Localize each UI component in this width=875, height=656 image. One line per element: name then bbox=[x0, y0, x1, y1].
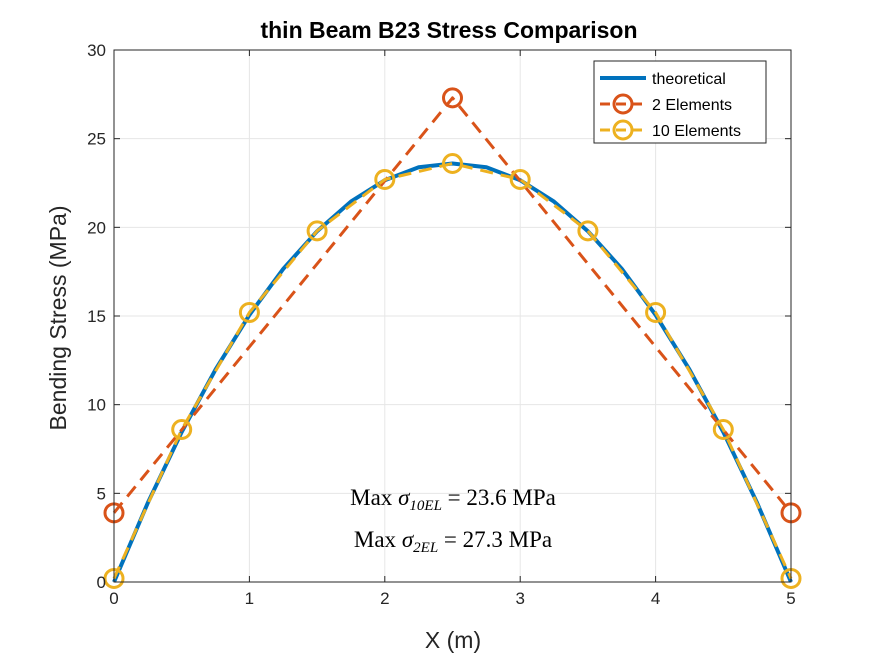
data-point-10-elements bbox=[374, 168, 396, 190]
data-point-10-elements bbox=[509, 168, 531, 190]
annotation-max-10el: Max σ10EL = 23.6 MPa bbox=[350, 485, 556, 514]
y-tick-label: 5 bbox=[97, 484, 106, 503]
x-tick-label: 2 bbox=[380, 589, 389, 608]
data-point-10-elements bbox=[171, 418, 193, 440]
data-point-10-elements bbox=[306, 220, 328, 242]
x-tick-label: 5 bbox=[786, 589, 795, 608]
x-tick-label: 0 bbox=[109, 589, 118, 608]
data-point-2-elements bbox=[442, 87, 463, 109]
legend-label-2-elements: 2 Elements bbox=[652, 97, 732, 114]
y-tick-label: 30 bbox=[87, 41, 106, 60]
annotation-max-2el: Max σ2EL = 27.3 MPa bbox=[354, 527, 552, 556]
y-tick-label: 25 bbox=[87, 130, 106, 149]
data-point-10-elements bbox=[238, 301, 260, 323]
y-tick-label: 15 bbox=[87, 307, 106, 326]
ticks: 0 1 2 3 4 5 0 5 10 15 20 25 30 bbox=[87, 41, 796, 608]
x-tick-label: 3 bbox=[515, 589, 524, 608]
x-tick-label: 1 bbox=[245, 589, 254, 608]
x-tick-label: 4 bbox=[651, 589, 660, 608]
chart-title: thin Beam B23 Stress Comparison bbox=[260, 17, 637, 43]
data-point-10-elements bbox=[577, 220, 599, 242]
x-axis-label: X (m) bbox=[425, 627, 481, 653]
legend-marker-10-elements bbox=[612, 119, 634, 141]
y-axis-label: Bending Stress (MPa) bbox=[45, 206, 71, 431]
legend-label-10-elements: 10 Elements bbox=[652, 123, 741, 140]
y-tick-label: 0 bbox=[97, 573, 106, 592]
series-line-2-elements bbox=[112, 96, 793, 514]
legend-label-theoretical: theoretical bbox=[652, 71, 726, 88]
legend: theoretical 2 Elements 10 Elements bbox=[593, 60, 767, 144]
legend-marker-2-elements bbox=[612, 93, 634, 115]
data-point-10-elements bbox=[645, 301, 667, 323]
data-point-10-elements bbox=[442, 152, 463, 174]
y-tick-label: 10 bbox=[87, 396, 106, 415]
y-tick-label: 20 bbox=[87, 218, 106, 237]
data-point-10-elements bbox=[712, 418, 734, 440]
series-line-10-elements bbox=[112, 162, 793, 580]
annotations: Max σ10EL = 23.6 MPa Max σ2EL = 27.3 MPa bbox=[350, 485, 556, 556]
